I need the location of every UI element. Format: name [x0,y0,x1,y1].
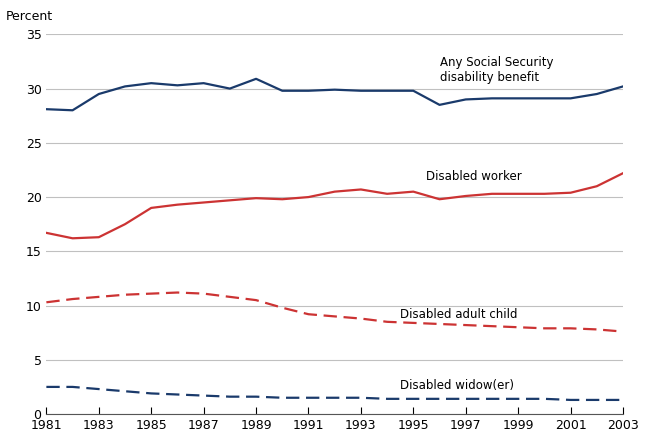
Text: Disabled adult child: Disabled adult child [400,308,517,321]
Text: Disabled worker: Disabled worker [426,170,522,183]
Text: Percent: Percent [6,10,53,23]
Text: Disabled widow(er): Disabled widow(er) [400,379,514,392]
Text: Any Social Security
disability benefit: Any Social Security disability benefit [439,56,553,84]
